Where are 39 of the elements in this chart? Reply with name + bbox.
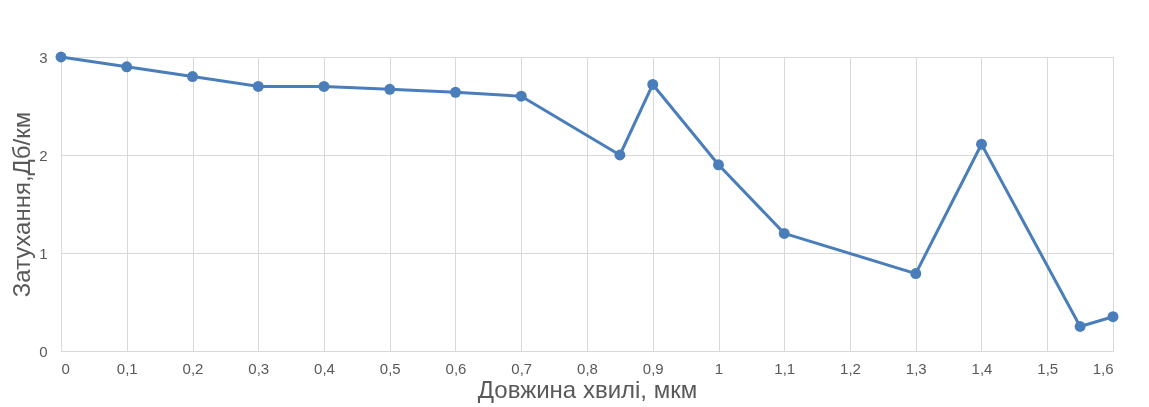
x-tick-label: 0,1 bbox=[116, 359, 138, 377]
x-tick-label: 1,3 bbox=[905, 359, 927, 377]
x-tick-label: 0 bbox=[61, 359, 70, 377]
x-tick-label: 1,6 bbox=[1092, 359, 1114, 377]
y-axis-title: Затухання,Дб/км bbox=[8, 111, 36, 298]
x-tick-label: 0,5 bbox=[379, 359, 401, 377]
point bbox=[976, 138, 987, 150]
point bbox=[450, 86, 461, 98]
x-tick-label: 0,3 bbox=[248, 359, 270, 377]
point bbox=[187, 71, 198, 83]
x-tick-label: 0,4 bbox=[314, 359, 335, 377]
y-tick-label: 0 bbox=[39, 342, 48, 360]
x-tick-label: 0,9 bbox=[642, 359, 664, 377]
x-tick-label: 1,2 bbox=[840, 359, 861, 377]
x-axis-title: Довжина хвилі, мкм bbox=[477, 375, 698, 403]
x-tick-label: 0,7 bbox=[511, 359, 533, 377]
point bbox=[121, 61, 133, 73]
point bbox=[55, 51, 67, 63]
x-tick-label: 1 bbox=[714, 359, 724, 377]
x-tick-label: 0,2 bbox=[182, 359, 204, 377]
y-tick-label: 2 bbox=[39, 146, 48, 164]
point bbox=[318, 80, 330, 92]
x-tick-label: 1,5 bbox=[1037, 359, 1059, 377]
x-tick-label: 0,8 bbox=[577, 359, 598, 377]
x-tick-label: 1,1 bbox=[774, 359, 796, 377]
point bbox=[778, 227, 790, 239]
point bbox=[614, 149, 626, 161]
point bbox=[252, 80, 264, 92]
point bbox=[713, 159, 724, 171]
point bbox=[515, 90, 527, 102]
point bbox=[1107, 311, 1119, 323]
x-tick-label: 0,6 bbox=[445, 359, 467, 377]
point bbox=[910, 268, 922, 280]
point bbox=[647, 78, 659, 90]
y-tick-label: 3 bbox=[39, 48, 48, 66]
x-tick-label: 1,4 bbox=[971, 359, 993, 377]
point bbox=[384, 83, 396, 95]
point bbox=[1074, 321, 1086, 332]
y-tick-label: 1 bbox=[39, 244, 48, 262]
